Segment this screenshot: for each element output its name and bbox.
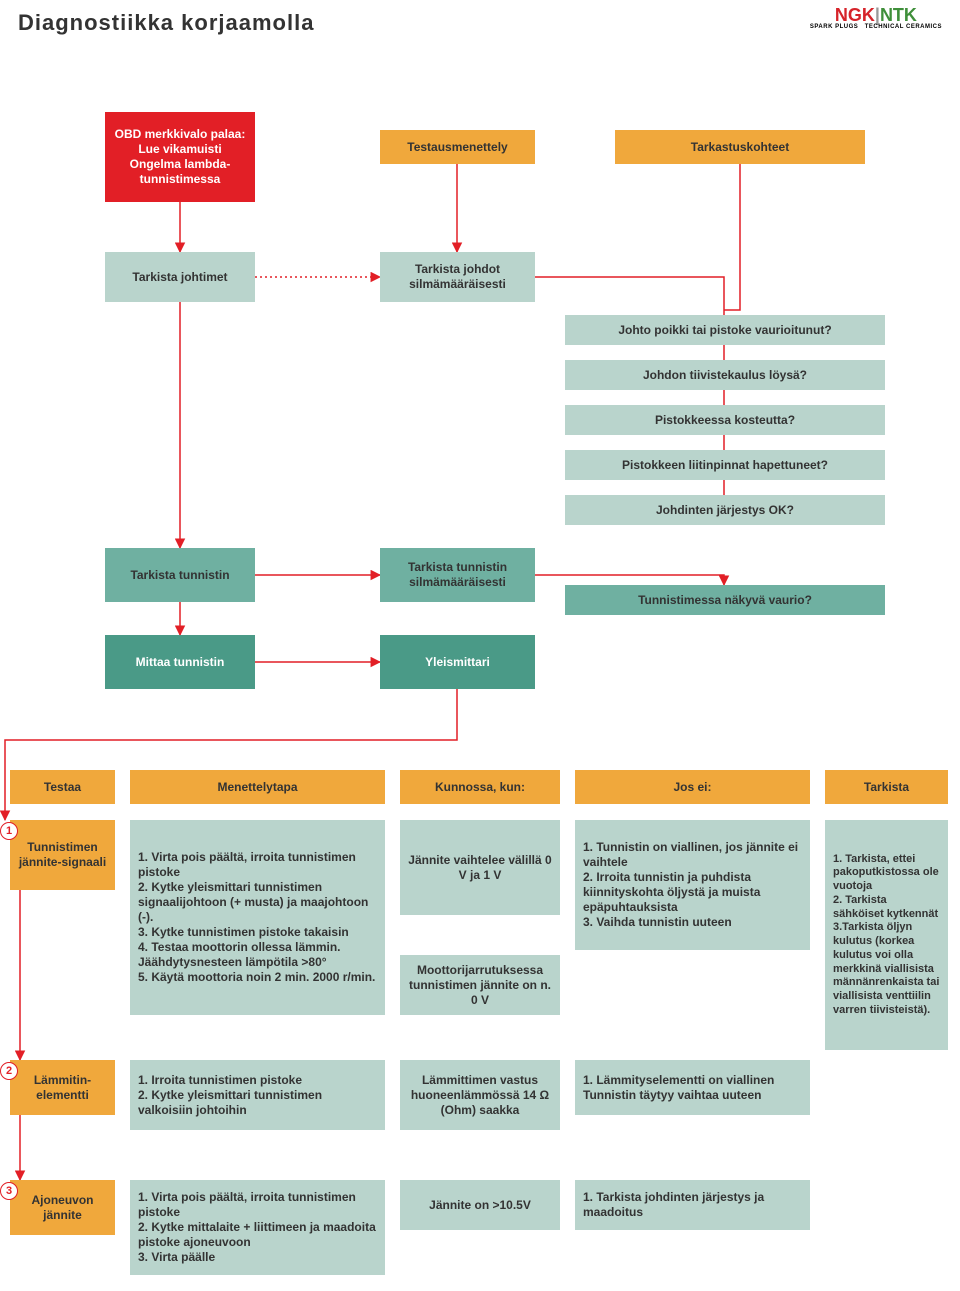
node-r1c2: 1. Virta pois päältä, irroita tunnistime… bbox=[130, 820, 385, 1015]
node-r2c2: 1. Irroita tunnistimen pistoke 2. Kytke … bbox=[130, 1060, 385, 1130]
node-hdrMethod: Menettelytapa bbox=[130, 770, 385, 804]
node-measure: Mittaa tunnistin bbox=[105, 635, 255, 689]
node-r2c1: Lämmitin-elementti bbox=[10, 1060, 115, 1115]
node-r1c5: 1. Tarkista, ettei pakoputkistossa ole v… bbox=[825, 820, 948, 1050]
node-r1c1: Tunnistimen jännite-signaali bbox=[10, 820, 115, 890]
node-obd: OBD merkkivalo palaa: Lue vikamuisti Ong… bbox=[105, 112, 255, 202]
node-hdrNot: Jos ei: bbox=[575, 770, 810, 804]
logo-ngk: NGK bbox=[835, 5, 875, 25]
node-hdrTest: Testaa bbox=[10, 770, 115, 804]
node-q3: Pistokkeessa kosteutta? bbox=[565, 405, 885, 435]
node-q4: Pistokkeen liitinpinnat hapettuneet? bbox=[565, 450, 885, 480]
node-r2c4: 1. Lämmityselementti on viallinen Tunnis… bbox=[575, 1060, 810, 1115]
node-q6: Tunnistimessa näkyvä vaurio? bbox=[565, 585, 885, 615]
node-r1c3b: Moottorijarrutuksessa tunnistimen jännit… bbox=[400, 955, 560, 1015]
node-r3c1: Ajoneuvon jännite bbox=[10, 1180, 115, 1235]
node-hdrChk: Tarkista bbox=[825, 770, 948, 804]
logo-ntk: NTK bbox=[880, 5, 917, 25]
node-q2: Johdon tiivistekaulus löysä? bbox=[565, 360, 885, 390]
node-targets: Tarkastuskohteet bbox=[615, 130, 865, 164]
node-chkSensor: Tarkista tunnistin bbox=[105, 548, 255, 602]
brand-logo: NGK|NTK SPARK PLUGS TECHNICAL CERAMICS bbox=[810, 6, 942, 30]
step-badge-3: 3 bbox=[0, 1182, 18, 1200]
step-badge-2: 2 bbox=[0, 1062, 18, 1080]
node-multimeter: Yleismittari bbox=[380, 635, 535, 689]
node-chkSensorVis: Tarkista tunnistin silmämääräisesti bbox=[380, 548, 535, 602]
node-r3c3: Jännite on >10.5V bbox=[400, 1180, 560, 1230]
node-r1c3a: Jännite vaihtelee välillä 0 V ja 1 V bbox=[400, 820, 560, 915]
node-q5: Johdinten järjestys OK? bbox=[565, 495, 885, 525]
node-r1c4: 1. Tunnistin on viallinen, jos jännite e… bbox=[575, 820, 810, 950]
page-title: Diagnostiikka korjaamolla bbox=[18, 10, 314, 36]
node-chkWiresVis: Tarkista johdot silmämääräisesti bbox=[380, 252, 535, 302]
node-hdrOk: Kunnossa, kun: bbox=[400, 770, 560, 804]
step-badge-1: 1 bbox=[0, 822, 18, 840]
node-r2c3: Lämmittimen vastus huoneenlämmössä 14 Ω … bbox=[400, 1060, 560, 1130]
node-chkWires: Tarkista johtimet bbox=[105, 252, 255, 302]
node-q1: Johto poikki tai pistoke vaurioitunut? bbox=[565, 315, 885, 345]
node-r3c2: 1. Virta pois päältä, irroita tunnistime… bbox=[130, 1180, 385, 1275]
node-r3c4: 1. Tarkista johdinten järjestys ja maado… bbox=[575, 1180, 810, 1230]
node-testMethod: Testausmenettely bbox=[380, 130, 535, 164]
